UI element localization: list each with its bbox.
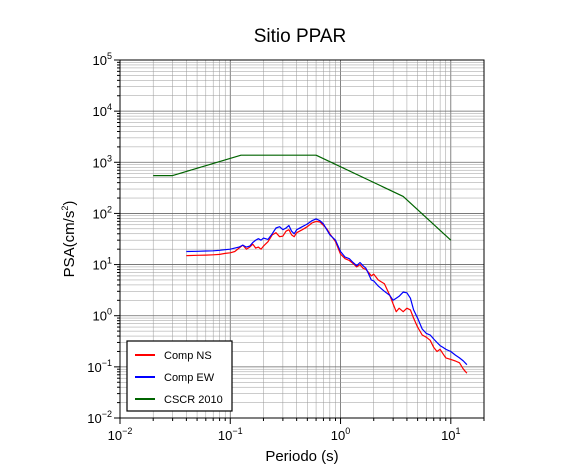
grid-lines: [119, 59, 485, 419]
y-axis-label-base: PSA(cm/s: [61, 211, 78, 278]
y-axis-label: PSA(cm/s2): [60, 201, 78, 278]
y-tick-label: 10−1: [87, 358, 112, 375]
series-lines: [153, 154, 468, 374]
y-tick-label: 105: [93, 51, 112, 68]
y-tick-label: 103: [93, 153, 112, 170]
y-axis-label-sup: 2: [60, 206, 70, 211]
x-axis-label: Periodo (s): [265, 448, 338, 465]
series-line-comp-ew: [186, 218, 468, 366]
y-tick-label: 101: [93, 256, 112, 273]
y-axis-ticks: 10−2 10−1 100 101 102 103 104 105: [87, 51, 120, 426]
y-tick-label: 10−2: [87, 409, 112, 426]
y-tick-label: 104: [93, 102, 112, 119]
chart-title: Sitio PPAR: [254, 26, 347, 47]
y-tick-label: 102: [93, 204, 112, 221]
x-tick-label: 101: [441, 426, 460, 443]
x-tick-label: 10−1: [218, 426, 243, 443]
legend-label: CSCR 2010: [164, 394, 223, 406]
x-axis-ticks: 10−2 10−1 100 101: [108, 418, 485, 443]
series-line-comp-ns: [186, 220, 468, 374]
x-tick-label: 100: [331, 426, 350, 443]
legend-label: Comp NS: [164, 350, 212, 362]
plot-frame: [119, 59, 485, 419]
y-axis-label-end: ): [61, 201, 78, 206]
legend-label: Comp EW: [164, 372, 215, 384]
x-tick-label: 10−2: [108, 426, 133, 443]
series-line-cscr-2010: [153, 154, 452, 241]
y-tick-label: 100: [93, 307, 112, 324]
legend: Comp NS Comp EW CSCR 2010: [126, 340, 233, 412]
